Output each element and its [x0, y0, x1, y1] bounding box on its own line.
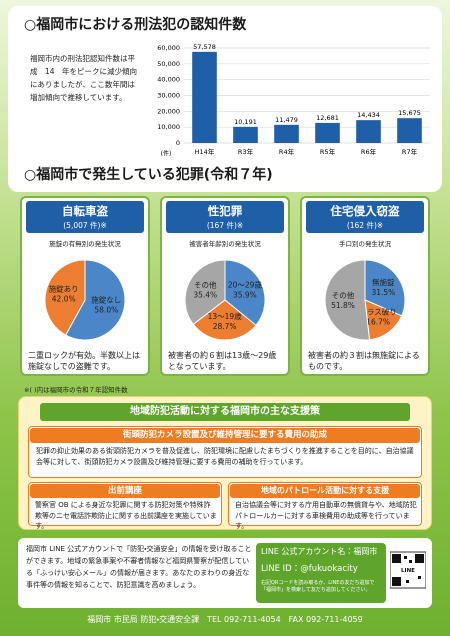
y-tick-label: 10,000 [157, 123, 180, 131]
value-label: 57,578 [193, 43, 216, 51]
slice-label: 施錠あり [49, 284, 79, 294]
qr-dot [409, 560, 412, 563]
line-box [256, 543, 386, 603]
line-name: LINE 公式アカウント名：福岡市 [261, 547, 378, 556]
box-text: 自治協議会等に対する庁用自動車の無償貸与や、地域防犯パトロールカーに対する車検費… [235, 501, 417, 530]
x-tick-label: R4年 [279, 147, 295, 156]
bar [397, 118, 422, 143]
box-text: 警察官 OB による身近な犯罪に関する防犯対策や特殊詐欺等のニセ電話詐欺防止に関… [35, 501, 217, 530]
top-panel [8, 6, 442, 192]
slice-label: 無施錠 [372, 277, 395, 287]
y-tick-label: 20,000 [157, 107, 180, 115]
slice-value: 16.7% [366, 318, 390, 327]
x-tick-label: R7年 [402, 147, 418, 156]
support-banner: 地域防犯活動に対する福岡市の主な支援策 [40, 403, 410, 421]
qr-dot [404, 556, 407, 559]
chart-title: 被害者年齢別の発生状況 [189, 240, 261, 248]
footer-text: 福岡市 LINE 公式アカウントで「防犯・交通安全」の情報を受け取ることができま… [26, 545, 252, 589]
card-count: (162 件)※ [346, 221, 384, 230]
pie-slice [324, 259, 371, 341]
qr-finder [392, 554, 401, 563]
pie-slice [224, 259, 266, 327]
box-title: 出前講座 [30, 484, 220, 498]
slice-value: 42.0% [52, 295, 76, 304]
chart-title: 手口別の発生状況 [339, 240, 391, 248]
x-tick-label: R3年 [238, 147, 254, 156]
slice-value: 58.0% [94, 305, 118, 314]
paragraph: 福岡市内の刑法犯認知件数は平成 14 年をピークに減少傾向にありましたが、ここ数… [30, 54, 138, 102]
x-tick-label: R6年 [361, 147, 377, 156]
x-tick-label: R5年 [320, 147, 336, 156]
bar [274, 124, 299, 143]
pie-slice [192, 299, 257, 341]
card-note: 二重ロックが有効。半数以上は施錠なしでの盗難です。 [28, 351, 140, 371]
card-count: (167 件)※ [206, 221, 244, 230]
qr-note: 右記QRコードを読み取るか、LINEの友だち追加で「福岡市」を検索して友だち追加… [261, 580, 375, 593]
slice-value: 35.9% [233, 291, 257, 300]
value-label: 10,191 [234, 118, 257, 126]
card-note: 被害者の約６割は13歳～29歳となっています。 [168, 351, 277, 371]
contact: 福岡市 市民局 防犯・交通安全課 TEL 092-711-4054 FAX 09… [87, 615, 363, 624]
qr-label: LINE [401, 568, 415, 574]
box-title: 街頭防犯カメラ設置及び維持管理に要する費用の助成 [30, 428, 420, 443]
pie-slice [364, 259, 406, 317]
card-note: 被害者の約３割は無施錠によるものです。 [308, 351, 420, 371]
y-unit: (件) [161, 150, 172, 158]
line-id: LINE ID：@fukuokacity [261, 564, 358, 574]
box-title: 地域のパトロール活動に対する支援 [230, 484, 420, 498]
section-title: ○福岡市における刑法犯の認知件数 [24, 17, 247, 33]
pie-slice [184, 259, 226, 326]
value-label: 14,434 [357, 111, 380, 119]
bar [315, 122, 340, 143]
slice-value: 35.4% [193, 290, 217, 299]
card-count: (5,007 件)※ [63, 221, 107, 230]
slice-label: 13～19歳 [208, 311, 243, 321]
section-title: ○福岡市で発生している犯罪(令和７年) [24, 167, 273, 183]
value-label: 12,681 [316, 114, 339, 122]
card-title: 住宅侵入窃盗 [330, 204, 400, 218]
y-tick-label: 40,000 [157, 76, 180, 84]
value-label: 11,479 [275, 116, 298, 124]
qr-dot [406, 580, 409, 583]
card-header [26, 201, 144, 233]
qr-finder [392, 577, 401, 586]
value-label: 15,675 [398, 109, 421, 117]
slice-label: ガラス破り [359, 307, 396, 317]
qr-dot [418, 576, 421, 579]
slice-label: 20～29歳 [228, 280, 263, 290]
box-text: 犯罪の抑止効果のある街頭防犯カメラを普及促進し、防犯環境に配慮したまちづくりを推… [36, 447, 414, 466]
bar [233, 126, 258, 143]
qr-center [401, 566, 415, 574]
pie-slice [65, 259, 126, 341]
y-tick-label: 30,000 [157, 92, 180, 100]
y-tick-label: 0 [176, 139, 180, 147]
bar-chart: 0 10,000 20,000 30,000 40,000 50,000 60,000 (件)… [157, 43, 430, 158]
qr-code: LINE [390, 551, 426, 589]
card-title: 自転車盗 [62, 204, 108, 218]
bar [356, 120, 381, 143]
card-header [166, 201, 284, 233]
footnote: ※( )内は福岡市の令和７年認知件数 [24, 386, 128, 394]
slice-value: 51.8% [331, 301, 355, 310]
y-tick-label: 50,000 [157, 60, 180, 68]
slice-value: 31.5% [371, 288, 395, 297]
slice-label: その他 [194, 279, 217, 289]
x-tick-label: H14年 [195, 147, 215, 156]
slice-value: 28.7% [213, 322, 237, 331]
y-tick-label: 60,000 [157, 44, 180, 52]
qr-finder [415, 554, 424, 563]
chart-title: 施錠の有無別の発生状況 [49, 240, 121, 248]
pie-slice [44, 259, 86, 336]
card-header [306, 201, 424, 233]
card-title: 性犯罪 [207, 204, 243, 218]
slice-label: 施錠なし [91, 294, 121, 304]
slice-label: その他 [332, 290, 355, 300]
bar [192, 51, 217, 143]
